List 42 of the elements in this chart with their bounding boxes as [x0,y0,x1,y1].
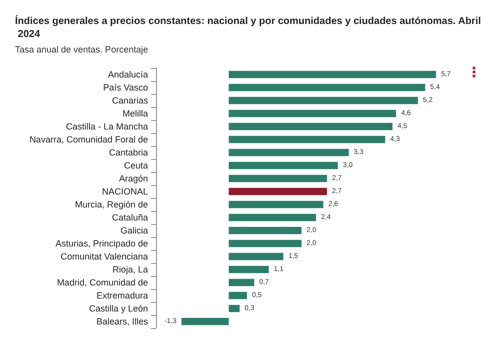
y-tick-label: Cataluña [112,212,148,222]
y-tick-label: Madrid, Comunidad de [56,278,148,288]
y-tick-label: Aragón [118,174,148,184]
bar [228,240,302,248]
bar [228,122,392,130]
bar [228,200,324,208]
y-tick-label: Castilla y León [88,304,148,314]
y-tick-label: Navarra, Comunidad Foral de [29,134,148,144]
bar [228,278,254,286]
y-tick-label: Asturias, Principado de [55,238,148,248]
y-tick-label: Andalucía [108,70,148,80]
y-tick-label: País Vasco [103,82,148,92]
bar [228,188,327,196]
y-tick-label: Rioja, La [112,264,148,274]
y-tick-label: Melilla [122,108,148,118]
bar [228,292,247,300]
bar [228,96,418,104]
y-tick-label: NACIONAL [102,186,148,196]
y-tick-label: Balears, Illes [96,316,148,326]
bar [228,110,396,118]
bar [228,266,269,274]
y-tick-label: Extremadura [96,290,148,300]
y-tick-label: Comunitat Valenciana [60,252,148,262]
bar [228,84,426,92]
y-tick-label: Castilla - La Mancha [66,122,148,132]
bar [228,174,327,182]
bar [228,252,284,260]
bar [228,226,302,234]
y-tick-label: Galicia [120,226,148,236]
bar [228,304,240,312]
y-tick-label: Ceuta [124,160,148,170]
chart-title: Índices generales a precios constantes: nacional y por comunidades y ciudades autónomas. Abril 2024 [15,15,482,40]
y-tick-label: Cantabria [108,148,148,158]
bar [181,318,229,326]
y-tick-label: Canarias [112,96,148,106]
bar [228,214,316,222]
bar [228,70,436,78]
bar [228,148,349,156]
y-tick-label: Murcia, Región de [74,200,148,210]
bar [228,162,338,170]
text: Tasa anual de ventas. Porcentaje [15,44,148,54]
bar [228,136,386,144]
